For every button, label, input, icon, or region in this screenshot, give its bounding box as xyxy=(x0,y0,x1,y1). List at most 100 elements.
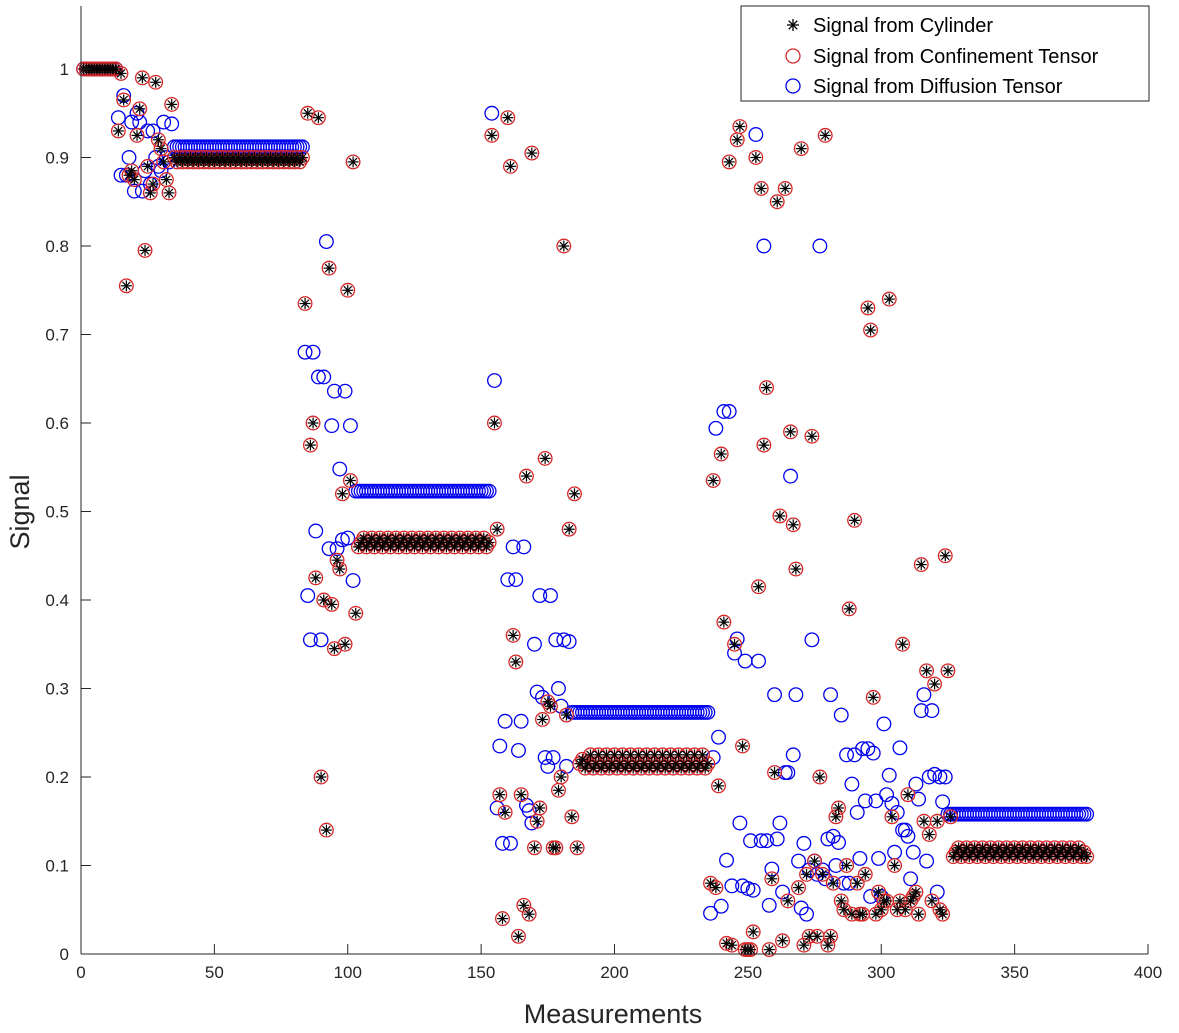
data-point-diffusion xyxy=(844,776,860,792)
data-point-cylinder xyxy=(494,789,506,801)
data-point-confinement xyxy=(817,127,833,143)
axes: 0 50 100 150 200 250 300 350 400 0 0.1 0.2 0.3 0.4 0.5… xyxy=(45,6,1162,982)
data-point-confinement xyxy=(927,676,943,692)
data-point-diffusion xyxy=(495,835,510,851)
data-point-cylinder xyxy=(787,519,799,531)
data-point-confinement xyxy=(508,654,524,670)
data-point-confinement xyxy=(503,158,518,174)
data-point-cylinder xyxy=(686,758,698,770)
data-point-cylinder xyxy=(705,877,717,889)
data-point-cylinder xyxy=(745,944,757,956)
data-point-cylinder xyxy=(929,678,941,690)
data-point-diffusion xyxy=(540,758,556,774)
data-point-confinement xyxy=(337,636,353,652)
data-point-cylinder xyxy=(881,895,893,907)
data-point-confinement xyxy=(500,110,516,126)
legend-box xyxy=(740,5,1150,102)
data-point-confinement xyxy=(489,521,505,537)
data-point-cylinder xyxy=(486,129,498,141)
data-point-confinement xyxy=(745,924,761,940)
data-point-cylinder xyxy=(923,829,935,841)
data-point-cylinder xyxy=(134,103,146,115)
data-point-cylinder xyxy=(838,904,850,916)
data-point-diffusion xyxy=(297,344,313,360)
data-point-confinement xyxy=(116,92,132,108)
data-point-diffusion xyxy=(713,898,729,914)
data-point-confinement xyxy=(537,450,553,466)
data-point-diffusion xyxy=(724,878,740,894)
data-point-diffusion xyxy=(318,234,334,250)
data-point-diffusion xyxy=(145,123,161,139)
data-point-cylinder xyxy=(566,811,578,823)
data-point-cylinder xyxy=(779,182,791,194)
data-point-diffusion xyxy=(804,632,820,648)
data-point-cylinder xyxy=(718,616,730,628)
data-point-cylinder xyxy=(299,298,311,310)
data-point-cylinder xyxy=(344,475,356,487)
data-point-diffusion xyxy=(892,740,908,756)
data-point-cylinder xyxy=(568,488,580,500)
data-point-cylinder xyxy=(539,452,551,464)
data-point-diffusion xyxy=(561,634,577,650)
data-point-cylinder xyxy=(555,771,567,783)
data-point-cylinder xyxy=(862,302,874,314)
data-point-cylinder xyxy=(398,532,410,544)
data-point-confinement xyxy=(567,486,582,502)
data-point-diffusion xyxy=(321,541,337,557)
data-point-diffusion xyxy=(305,344,321,360)
data-point-confinement xyxy=(884,809,900,825)
data-point-confinement xyxy=(937,548,953,564)
data-point-confinement xyxy=(708,880,724,896)
data-point-cylinder xyxy=(646,758,658,770)
data-point-cylinder xyxy=(126,165,138,177)
data-point-cylinder xyxy=(515,789,527,801)
data-point-confinement xyxy=(161,185,177,201)
data-point-cylinder xyxy=(334,563,346,575)
data-point-cylinder xyxy=(771,196,783,208)
data-point-diffusion xyxy=(302,632,318,648)
data-point-cylinder xyxy=(899,904,911,916)
legend-label-confinement: Signal from Confinement Tensor xyxy=(813,46,1099,68)
data-point-cylinder xyxy=(617,749,629,761)
data-point-confinement xyxy=(772,508,788,524)
data-point-confinement xyxy=(556,238,572,254)
data-point-cylinder xyxy=(945,811,957,823)
data-point-confinement xyxy=(769,194,785,210)
x-tick-label: 0 xyxy=(76,963,85,982)
data-point-confinement xyxy=(764,871,780,887)
data-point-diffusion xyxy=(332,461,348,477)
data-point-cylinder xyxy=(496,913,508,925)
data-point-cylinder xyxy=(342,284,354,296)
data-point-diffusion xyxy=(791,853,807,869)
data-point-confinement xyxy=(297,296,313,311)
data-point-confinement xyxy=(516,897,532,913)
data-point-diffusion xyxy=(551,681,566,696)
data-point-cylinder xyxy=(120,280,132,292)
data-point-cylinder xyxy=(590,758,602,770)
data-point-diffusion xyxy=(855,741,871,757)
data-point-confinement xyxy=(559,707,574,723)
data-point-cylinder xyxy=(902,789,914,801)
data-point-confinement xyxy=(129,127,145,143)
data-point-diffusion xyxy=(799,906,815,922)
data-point-cylinder xyxy=(1025,842,1037,854)
data-point-diffusion xyxy=(913,703,929,719)
data-point-confinement xyxy=(716,614,732,630)
data-point-cylinder xyxy=(795,143,807,155)
data-point-confinement xyxy=(513,787,529,803)
data-point-confinement xyxy=(911,906,927,922)
data-point-diffusion xyxy=(340,530,356,546)
data-point-confinement xyxy=(713,446,729,462)
data-point-cylinder xyxy=(803,930,815,942)
data-point-cylinder xyxy=(857,908,869,920)
data-point-diffusion xyxy=(908,776,924,792)
data-point-cylinder xyxy=(769,767,781,779)
data-point-diffusion xyxy=(511,743,526,758)
data-point-confinement xyxy=(113,65,129,81)
data-point-confinement xyxy=(751,579,766,595)
x-tick-label: 200 xyxy=(600,963,628,982)
data-point-confinement xyxy=(484,127,500,143)
data-point-cylinder xyxy=(499,806,511,818)
data-point-cylinder xyxy=(326,598,338,610)
